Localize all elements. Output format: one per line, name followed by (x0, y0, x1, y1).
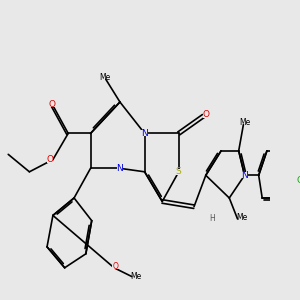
Text: Me: Me (130, 272, 141, 281)
FancyBboxPatch shape (112, 264, 118, 269)
Text: Me: Me (236, 213, 247, 222)
FancyBboxPatch shape (203, 112, 209, 118)
Text: S: S (176, 167, 182, 176)
FancyBboxPatch shape (297, 178, 300, 184)
Text: H: H (209, 214, 214, 224)
FancyBboxPatch shape (47, 157, 52, 163)
Text: Cl: Cl (296, 176, 300, 185)
Text: N: N (141, 129, 148, 138)
FancyBboxPatch shape (175, 169, 182, 175)
Text: O: O (112, 262, 118, 271)
Text: O: O (202, 110, 210, 119)
FancyBboxPatch shape (241, 172, 248, 178)
Text: N: N (241, 171, 248, 180)
FancyBboxPatch shape (117, 165, 123, 171)
Text: O: O (48, 100, 55, 109)
Text: O: O (46, 155, 53, 164)
FancyBboxPatch shape (141, 130, 148, 136)
Text: Me: Me (239, 118, 250, 127)
FancyBboxPatch shape (49, 101, 55, 107)
Text: N: N (117, 164, 123, 173)
FancyBboxPatch shape (209, 217, 214, 221)
Text: Me: Me (99, 74, 110, 82)
